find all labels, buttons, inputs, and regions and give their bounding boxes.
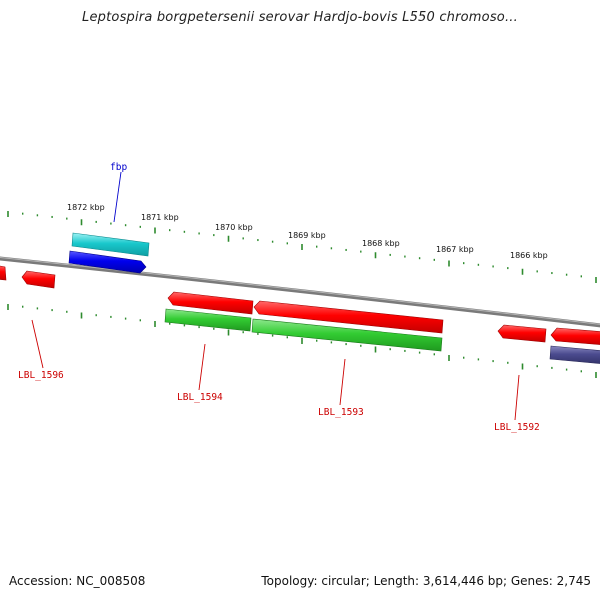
lbl1592-label[interactable]: LBL_1592 (494, 422, 540, 433)
tick-label-1872: 1872 kbp (67, 203, 105, 212)
cds-red-1594-upper[interactable] (167, 291, 254, 315)
cds-right-edge[interactable] (550, 327, 600, 345)
lbl1593-label[interactable]: LBL_1593 (318, 407, 364, 418)
cds-left-edge[interactable] (0, 265, 7, 281)
lbl1592-gene-arrow[interactable] (497, 324, 547, 343)
misc-feature-right-edge[interactable] (549, 345, 600, 364)
lbl1593-leader-line (339, 358, 346, 406)
accession-text: Accession: NC_008508 (9, 574, 146, 588)
lower-tick-ruler (7, 304, 597, 378)
cds-red-1593-upper[interactable] (253, 300, 444, 334)
upper-tick-ruler (7, 211, 597, 283)
fbp-label[interactable]: fbp (110, 162, 127, 173)
tick-label-1870: 1870 kbp (215, 223, 253, 232)
trna-feature[interactable] (71, 232, 150, 257)
tick-label-1868: 1868 kbp (362, 239, 400, 248)
tick-label-1869: 1869 kbp (288, 231, 326, 240)
chromosome-backbone (0, 256, 600, 328)
fbp-leader-line (113, 171, 122, 223)
lbl1596-label[interactable]: LBL_1596 (18, 370, 64, 381)
fbp-gene-arrow[interactable] (68, 250, 147, 274)
lbl1594-label[interactable]: LBL_1594 (177, 392, 223, 403)
lbl1596-leader-line (31, 319, 44, 369)
tick-label-1871: 1871 kbp (141, 213, 179, 222)
tick-label-1866: 1866 kbp (510, 251, 548, 260)
lbl1594-leader-line (198, 343, 206, 391)
tick-label-1867: 1867 kbp (436, 245, 474, 254)
map-title: Leptospira borgpetersenii serovar Hardjo… (82, 10, 518, 25)
genome-summary-text: Topology: circular; Length: 3,614,446 bp… (261, 574, 591, 588)
lbl1596-gene-arrow[interactable] (21, 270, 56, 289)
lbl1592-leader-line (514, 374, 520, 421)
lbl1593-gene[interactable] (251, 318, 443, 352)
lbl1594-gene[interactable] (164, 308, 252, 332)
